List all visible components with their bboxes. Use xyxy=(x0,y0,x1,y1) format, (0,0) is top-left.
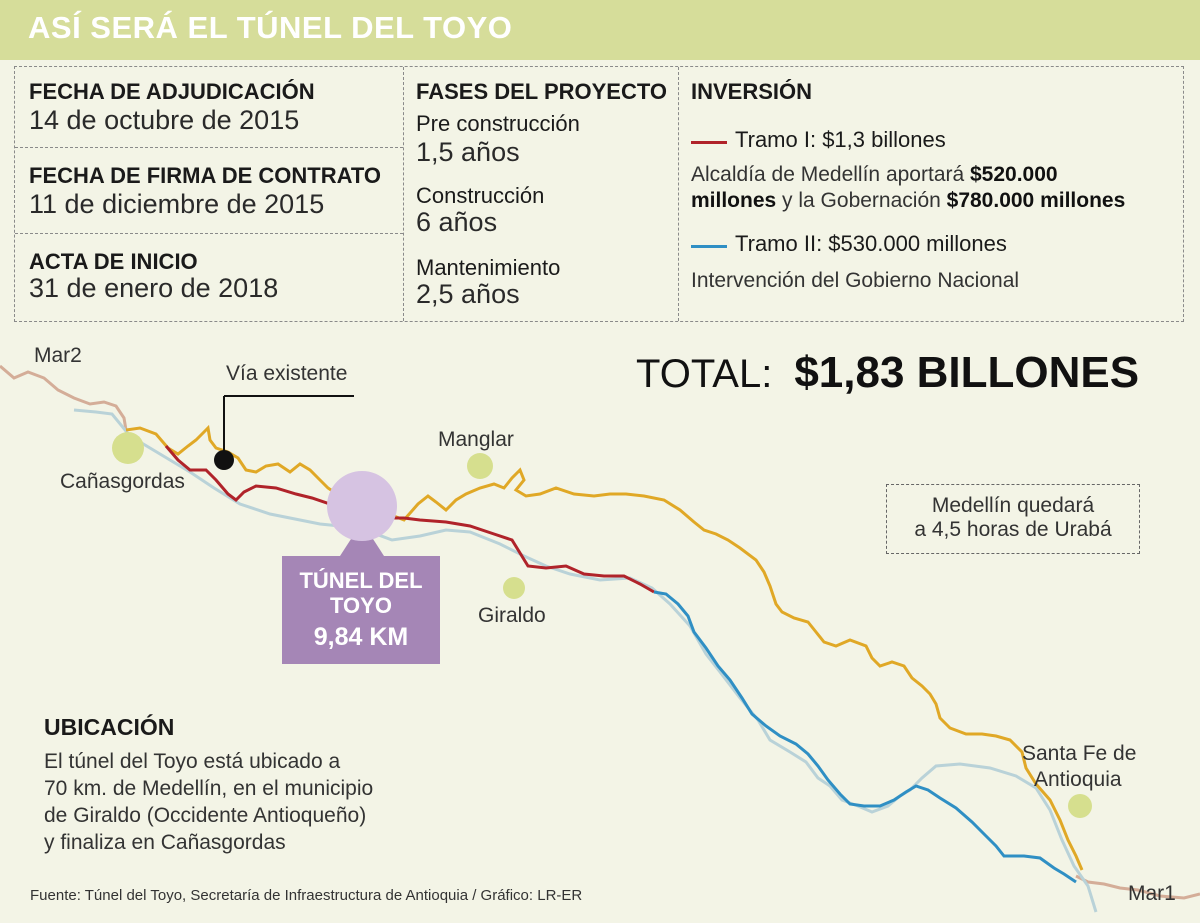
tramo1-description-cont: millones y la Gobernación $780.000 millo… xyxy=(691,189,1126,212)
phase-name: Pre construcción xyxy=(416,111,580,136)
travel-time-note: Medellín quedará a 4,5 horas de Urabá xyxy=(886,484,1140,554)
phase-name: Mantenimiento xyxy=(416,255,561,280)
phases-title: FASES DEL PROYECTO xyxy=(416,79,668,104)
mar1-road xyxy=(1075,874,1200,900)
note-line: Medellín quedará xyxy=(931,494,1095,517)
location-description: El túnel del Toyo está ubicado a 70 km. … xyxy=(44,750,374,854)
town-marker-giraldo xyxy=(503,577,525,599)
river xyxy=(73,408,1098,913)
mar1-label: Mar1 xyxy=(1128,882,1176,905)
award-date-value: 14 de octubre de 2015 xyxy=(29,105,300,135)
town-marker-santa-fe xyxy=(1068,794,1092,818)
note-line: a 4,5 horas de Urabá xyxy=(914,518,1112,541)
page-title: ASÍ SERÁ EL TÚNEL DEL TOYO xyxy=(28,10,513,45)
total-value: $1,83 BILLONES xyxy=(794,348,1140,397)
total-amount: TOTAL: $1,83 BILLONES xyxy=(636,348,1139,398)
tunnel-marker xyxy=(327,471,397,541)
divider xyxy=(15,147,403,148)
via-existente-label: Vía existente xyxy=(226,362,348,385)
tramo2-route xyxy=(653,590,1077,884)
header-banner: ASÍ SERÁ EL TÚNEL DEL TOYO xyxy=(0,0,1200,60)
start-date-value: 31 de enero de 2018 xyxy=(29,273,279,303)
tramo1-legend-line xyxy=(691,141,727,144)
existing-road xyxy=(125,424,1084,871)
divider xyxy=(403,67,404,321)
info-panel: FECHA DE ADJUDICACIÓN 14 de octubre de 2… xyxy=(14,66,1184,322)
tramo2-description: Intervención del Gobierno Nacional xyxy=(691,269,1020,292)
tramo1-label: Tramo I: $1,3 billones xyxy=(735,127,946,152)
mar2-road xyxy=(0,364,128,431)
start-date-label: ACTA DE INICIO xyxy=(29,249,198,274)
award-date-label: FECHA DE ADJUDICACIÓN xyxy=(29,79,315,104)
tunnel-label-box: TÚNEL DEL TOYO 9,84 KM xyxy=(282,556,440,664)
phase-duration: 2,5 años xyxy=(416,279,520,309)
location-title: UBICACIÓN xyxy=(44,714,175,740)
manglar-label: Manglar xyxy=(438,428,514,451)
phase-name: Construcción xyxy=(416,183,545,208)
tramo2-label: Tramo II: $530.000 millones xyxy=(735,231,1007,256)
santa-fe-label: Santa Fe de xyxy=(1022,742,1137,765)
giraldo-label: Giraldo xyxy=(478,604,546,627)
tramo1-description: Alcaldía de Medellín aportará $520.000 xyxy=(691,163,1058,186)
tunnel-length: 9,84 KM xyxy=(313,623,409,651)
town-marker-canasgordas xyxy=(112,432,144,464)
phase-duration: 1,5 años xyxy=(416,137,520,167)
divider xyxy=(678,67,679,321)
investment-title: INVERSIÓN xyxy=(691,79,813,104)
source-credit: Fuente: Túnel del Toyo, Secretaría de In… xyxy=(30,887,583,904)
tunnel-name: TÚNEL DEL TOYO xyxy=(299,568,423,618)
phase-duration: 6 años xyxy=(416,207,498,237)
divider xyxy=(15,233,403,234)
callout-dot xyxy=(214,450,234,470)
contract-date-value: 11 de diciembre de 2015 xyxy=(29,189,325,219)
tramo2-legend-line xyxy=(691,245,727,248)
mar2-label: Mar2 xyxy=(34,344,82,367)
town-marker-manglar xyxy=(467,453,493,479)
total-label: TOTAL: xyxy=(636,352,773,396)
canasgordas-label: Cañasgordas xyxy=(60,470,185,493)
contract-date-label: FECHA DE FIRMA DE CONTRATO xyxy=(29,163,381,188)
santa-fe-label-2: Antioquia xyxy=(1034,768,1122,791)
